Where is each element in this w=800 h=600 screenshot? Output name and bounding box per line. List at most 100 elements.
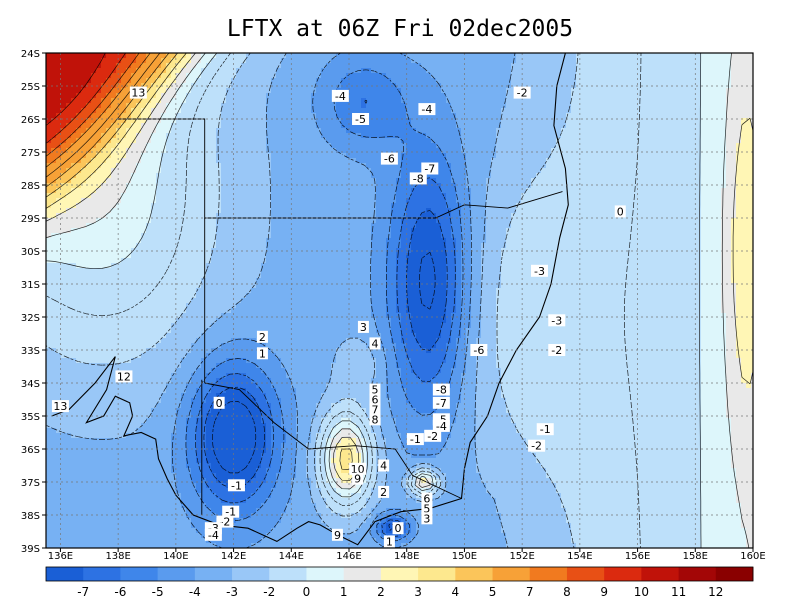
colorbar-swatch xyxy=(455,567,493,581)
contour-label: -3 xyxy=(551,314,562,327)
contour-line xyxy=(46,53,353,470)
colorbar-label: 0 xyxy=(303,585,311,599)
colorbar-swatch xyxy=(194,567,233,581)
contour-label: -1 xyxy=(225,506,236,519)
contour-label: 7 xyxy=(371,403,378,416)
contour-label-bg xyxy=(352,472,364,485)
contour-line xyxy=(46,53,161,178)
contour-label: 6 xyxy=(371,394,378,407)
contour-line xyxy=(171,53,472,548)
contour-line xyxy=(46,53,579,548)
contour-label: -7 xyxy=(436,397,447,410)
coastline xyxy=(118,118,563,219)
colorbar-swatch xyxy=(380,567,419,581)
contour-label-bg xyxy=(409,172,427,185)
lon-tick-label: 136E xyxy=(48,551,73,562)
contour-label-bg xyxy=(357,320,369,333)
lon-tick-label: 160E xyxy=(740,551,765,562)
contour-label: -2 xyxy=(531,440,542,453)
contour-label-bg xyxy=(352,113,370,125)
plot-frame xyxy=(45,52,754,549)
contour-label: 2 xyxy=(259,331,266,344)
contour-label-bg xyxy=(432,419,450,432)
contour-label-bg xyxy=(378,459,390,472)
colorbar-label: -6 xyxy=(114,585,126,599)
contour-label-bg xyxy=(530,264,548,277)
contour-label: -3 xyxy=(534,265,545,278)
contour-line xyxy=(46,53,516,548)
contour-label: 2 xyxy=(380,486,387,499)
colorbar-label: 11 xyxy=(671,585,686,599)
lon-tick-label: 154E xyxy=(567,551,592,562)
contour-label-bg xyxy=(369,383,381,396)
contour-line xyxy=(46,53,178,198)
colorbar-swatch xyxy=(678,567,717,581)
contour-label: -4 xyxy=(436,420,447,433)
lat-tick-label: 25S xyxy=(21,82,40,93)
lat-tick-label: 24S xyxy=(21,49,40,60)
contour-label: -4 xyxy=(421,103,432,116)
contour-label: 3 xyxy=(423,512,430,525)
contour-label-bg xyxy=(204,528,222,541)
colorbar-label: 1 xyxy=(340,585,348,599)
contour-label-bg xyxy=(369,403,381,416)
contour-label: 10 xyxy=(351,463,365,476)
lat-tick-label: 35S xyxy=(21,412,40,423)
lon-tick-label: 140E xyxy=(163,551,188,562)
contour-label: 5 xyxy=(423,502,430,515)
colorbar-label: -4 xyxy=(189,585,201,599)
colorbar-swatch xyxy=(232,567,270,581)
contour-label: -1 xyxy=(540,423,551,436)
contour-label-bg xyxy=(548,314,566,327)
contour-label-bg xyxy=(349,462,367,475)
contour-label-bg xyxy=(406,433,424,446)
contour-label: -6 xyxy=(473,344,484,357)
colorbar-swatch xyxy=(269,567,307,581)
contour-label: -2 xyxy=(427,430,438,443)
contour-line xyxy=(195,99,456,538)
lat-tick-label: 28S xyxy=(21,181,40,192)
contour-label-bg xyxy=(421,512,433,525)
contour-line xyxy=(46,53,702,548)
lat-tick-label: 37S xyxy=(21,478,40,489)
contour-label: 13 xyxy=(53,400,67,413)
contour-label: -2 xyxy=(517,87,528,100)
colorbar-label: 10 xyxy=(634,585,649,599)
colorbar-label: 8 xyxy=(563,585,571,599)
contour-label-bg xyxy=(213,396,225,409)
colorbar-swatch xyxy=(641,567,679,581)
contour-label: 1 xyxy=(259,347,266,360)
lat-tick-label: 32S xyxy=(21,313,40,324)
colorbar-label: -2 xyxy=(263,585,275,599)
colorbar-label: 3 xyxy=(414,585,422,599)
colorbar-label: -3 xyxy=(226,585,238,599)
contour-label-bg xyxy=(424,429,442,442)
contour-label: 5 xyxy=(371,384,378,397)
contour-label: -8 xyxy=(413,172,424,185)
lon-tick-label: 142E xyxy=(221,551,246,562)
colorbar-swatch xyxy=(418,567,456,581)
contour-label: -5 xyxy=(436,413,447,426)
contour-label: 1 xyxy=(386,535,393,548)
contour-label-bg xyxy=(369,413,381,426)
contour-label: -1 xyxy=(231,479,242,492)
contour-label-bg xyxy=(528,439,546,452)
lat-tick-label: 36S xyxy=(21,445,40,456)
contour-label: -4 xyxy=(208,529,219,542)
contour-label-bg xyxy=(129,86,147,99)
colorbar-label: 9 xyxy=(600,585,608,599)
colorbar-label: 4 xyxy=(451,585,459,599)
contour-label: -3 xyxy=(208,522,219,535)
contour-label: -6 xyxy=(384,153,395,166)
colorbar-label: 12 xyxy=(708,585,723,599)
contour-label-bg xyxy=(421,492,433,505)
colorbar-swatch xyxy=(120,567,159,581)
colorbar-label: -5 xyxy=(152,585,164,599)
contour-line xyxy=(46,53,106,126)
contour-label: 8 xyxy=(371,413,378,426)
coastline xyxy=(204,382,462,499)
lat-tick-label: 27S xyxy=(21,148,40,159)
contour-label-bg xyxy=(222,505,240,518)
contour-label-bg xyxy=(421,502,433,515)
contour-line xyxy=(203,210,448,531)
